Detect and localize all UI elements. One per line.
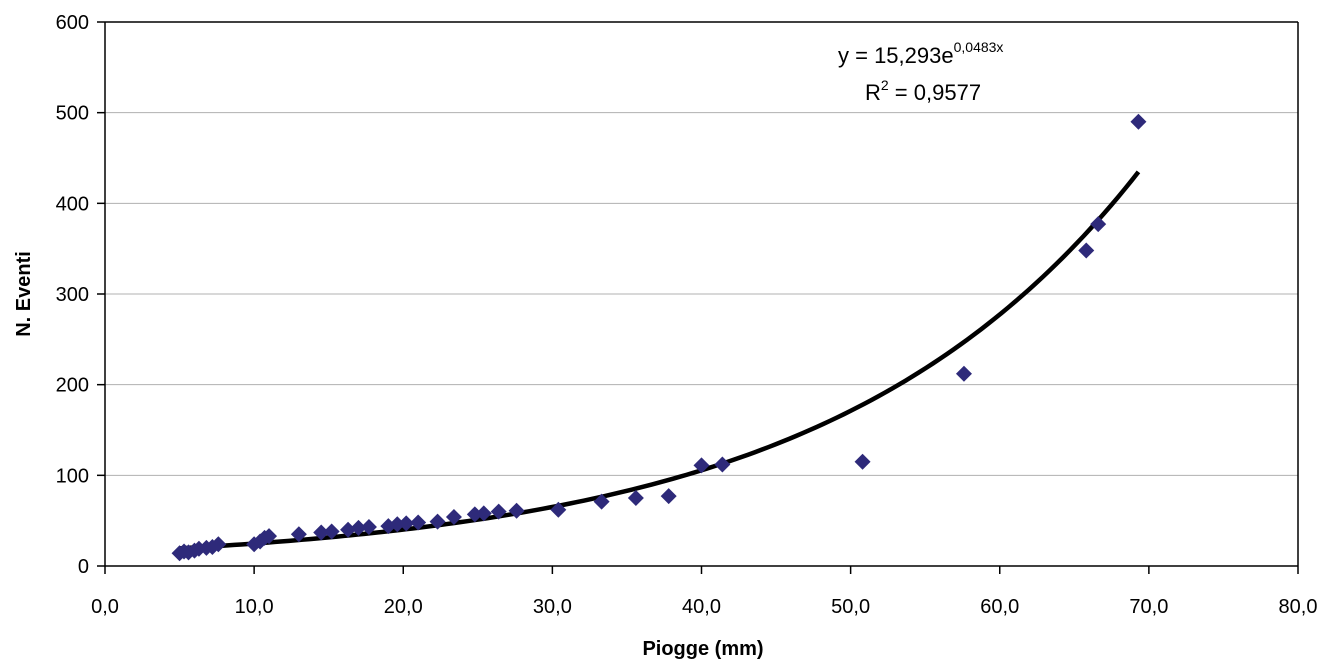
r-squared-symbol: R bbox=[865, 80, 881, 105]
y-tick-label: 200 bbox=[56, 375, 89, 397]
x-axis-title: Piogge (mm) bbox=[642, 638, 763, 660]
y-tick-label: 400 bbox=[56, 193, 89, 215]
r-squared-exponent: 2 bbox=[881, 77, 889, 93]
data-point bbox=[714, 456, 731, 473]
data-point bbox=[1078, 242, 1095, 259]
x-tick-label: 40,0 bbox=[682, 596, 721, 618]
x-tick-label: 70,0 bbox=[1129, 596, 1168, 618]
equation-exponent: 0,0483x bbox=[954, 39, 1004, 55]
y-axis-title: N. Eventi bbox=[13, 251, 35, 337]
data-point bbox=[323, 523, 340, 540]
data-point bbox=[1130, 113, 1147, 130]
y-tick-label: 600 bbox=[56, 12, 89, 34]
data-point bbox=[593, 493, 610, 510]
data-point bbox=[340, 521, 357, 538]
x-tick-label: 50,0 bbox=[831, 596, 870, 618]
data-point bbox=[693, 457, 710, 474]
data-point bbox=[490, 503, 507, 520]
r-squared-value: = 0,9577 bbox=[889, 80, 981, 105]
data-point bbox=[1090, 216, 1107, 233]
x-tick-label: 0,0 bbox=[91, 596, 119, 618]
y-tick-label: 300 bbox=[56, 284, 89, 306]
y-tick-label: 500 bbox=[56, 103, 89, 125]
trendline-equation: y = 15,293e0,0483x bbox=[838, 39, 1003, 68]
data-point bbox=[429, 513, 446, 530]
x-tick-label: 80,0 bbox=[1279, 596, 1318, 618]
data-point bbox=[660, 488, 677, 505]
trendline bbox=[179, 170, 1141, 551]
x-tick-label: 30,0 bbox=[533, 596, 572, 618]
data-point bbox=[313, 524, 330, 541]
data-point bbox=[508, 502, 525, 519]
x-tick-label: 10,0 bbox=[235, 596, 274, 618]
data-point bbox=[290, 526, 307, 543]
equation-base: y = 15,293e bbox=[838, 43, 954, 68]
axes bbox=[97, 21, 1299, 574]
data-point bbox=[550, 501, 567, 518]
data-point bbox=[360, 519, 377, 536]
data-points bbox=[171, 113, 1147, 562]
x-tick-label: 20,0 bbox=[384, 596, 423, 618]
data-point bbox=[445, 509, 462, 526]
data-point bbox=[854, 453, 871, 470]
r-squared-label: R2 = 0,9577 bbox=[865, 77, 981, 105]
y-tick-label: 0 bbox=[78, 556, 89, 578]
gridlines bbox=[105, 21, 1298, 476]
data-point bbox=[389, 516, 406, 533]
data-point bbox=[410, 514, 427, 531]
data-point bbox=[398, 515, 415, 532]
data-point bbox=[466, 506, 483, 523]
data-point bbox=[261, 528, 278, 545]
data-point bbox=[955, 365, 972, 382]
data-point bbox=[350, 519, 367, 536]
y-tick-label: 100 bbox=[56, 465, 89, 487]
trendline-group bbox=[179, 170, 1141, 551]
x-tick-label: 60,0 bbox=[980, 596, 1019, 618]
tick-labels: 0 100 200 300 400 500 600 0,0 10,0 20,0 30,0 40,0 50… bbox=[56, 12, 1318, 618]
data-point bbox=[475, 505, 492, 522]
data-point bbox=[627, 490, 644, 506]
data-point bbox=[210, 536, 227, 553]
